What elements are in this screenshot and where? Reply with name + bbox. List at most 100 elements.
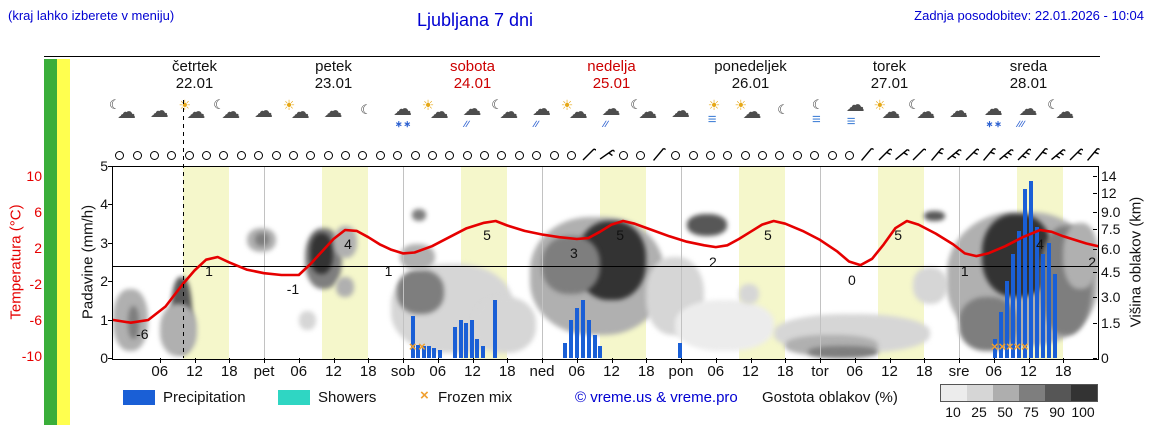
cloud-region [912,267,948,304]
showers-legend-swatch [278,390,310,405]
density-swatch-100 [1071,385,1097,401]
x-tick-mark [368,358,370,363]
sun-cloud-icon: ☀ ☁ [560,98,594,136]
prec-glyph: ∕∕∕ [1017,119,1026,129]
x-tick-mark [159,358,161,363]
x-tick-mark [437,358,439,363]
x-tick-mark [576,358,578,363]
cloud-glyph: ☁ [186,102,206,123]
day-separator [403,167,404,359]
density-swatch-50 [993,385,1019,401]
frozen-mix-mark: × [408,339,417,354]
prec-glyph: ∗∗ [395,119,413,129]
sun-cloud-icon: ☀ ☁ [421,98,455,136]
cloud-moon-icon: ☾ ☁ [490,98,524,136]
cloud-glyph: ☁ [638,102,658,123]
precip-bar [475,338,480,358]
x-tick-label: 18 [776,363,794,380]
precip-bar [1040,254,1045,358]
precip-bar [998,311,1003,358]
temp-label: 2 [1088,254,1097,270]
wind-barb-icon [876,146,895,162]
density-value: 75 [1023,404,1039,420]
day-name: petek [315,58,352,75]
x-tick-mark [507,358,509,363]
calm-wind-icon [132,151,142,160]
day-date: 28.01 [1009,75,1048,92]
cloud-icon: ☁ [317,98,351,136]
cloud-icon: ☁ [143,98,177,136]
cloud-fog-icon: ☁ ≡ [838,96,872,136]
x-tick-label: pet [253,363,275,380]
precip-bar [597,346,602,358]
precip-bar [416,344,421,358]
precip-bar [1023,189,1028,358]
x-tick-label: 18 [220,363,238,380]
cloud-moon-icon: ☾ ☁ [1046,98,1080,136]
precip-bar [427,346,432,358]
x-tick-label: 12 [186,363,203,380]
calm-wind-icon [671,151,681,160]
precipitation-legend-label: Precipitation [163,389,246,406]
moon-fog-icon: ☾ ≡ [803,98,837,136]
cloud-moon-icon: ☾ ☁ [108,98,142,136]
density-value: 50 [997,404,1013,420]
sun-glyph: ☀ [734,97,748,113]
cloud-tick-mark [1093,193,1097,194]
calm-wind-icon [427,151,437,160]
moon-glyph: ☾ [360,102,372,117]
day-name: sreda [1009,58,1048,75]
temp-label: 5 [483,227,491,243]
temp-label: 5 [763,227,772,243]
page-title: Ljubljana 7 dni [416,10,534,30]
cloud-glyph: ☁ [881,102,901,123]
precip-bar [574,308,579,358]
cloud-tick-label: 3.0 [1101,289,1121,305]
x-tick-mark [229,358,231,363]
precip-bar [1010,254,1015,358]
cloud-moon-icon: ☾ ☁ [629,98,663,136]
calm-wind-icon [705,151,715,160]
temp-label: -1 [286,281,300,297]
cloud-region [924,210,945,222]
temp-tick-label: 10 [26,168,42,184]
x-tick-label: 18 [637,363,655,380]
prec-glyph: ∕∕ [534,119,540,129]
moon-glyph: ☾ [777,102,789,117]
chart-plot-area: × × × × × × × [112,166,1099,360]
cloud-glyph: ☁ [290,102,310,123]
calm-wind-icon [844,151,854,160]
cloud-region [298,310,317,330]
temp-label: 2 [708,254,717,270]
wind-barb-icon [945,145,964,162]
cloud-region [411,209,427,222]
cloud-tick-mark [1093,358,1097,359]
precip-bar [453,327,458,358]
calm-wind-icon [375,151,385,160]
temp-label: 4 [1036,236,1044,252]
cloud-glyph: ☁ [601,99,621,120]
precip-bar [592,334,597,358]
day-date: 25.01 [592,75,631,92]
cloud-tick-label: 1.5 [1101,315,1121,331]
precip-bar [493,300,498,358]
x-tick-mark [646,358,648,363]
moon-glyph: ☾ [908,97,920,112]
cloud-axis-label: Višina oblakov (km) [1127,196,1145,328]
x-tick-mark [1028,358,1030,363]
temp-label: -6 [136,326,149,342]
precip-bar [431,348,436,358]
x-tick-label: pon [668,363,694,380]
credit-link[interactable]: © vreme.us & vreme.pro [575,389,738,406]
temp-label: 1 [960,263,969,279]
cloud-icon: ☁ [247,98,281,136]
calm-wind-icon [549,151,559,160]
precip-tick-label: 0 [100,350,108,366]
calm-wind-icon [827,151,837,160]
x-tick-label: 06 [151,363,169,380]
wind-barb-icon [1084,145,1103,162]
cloud-glyph: ☁ [254,101,273,122]
calm-wind-icon [462,151,472,160]
density-value: 100 [1071,404,1095,420]
